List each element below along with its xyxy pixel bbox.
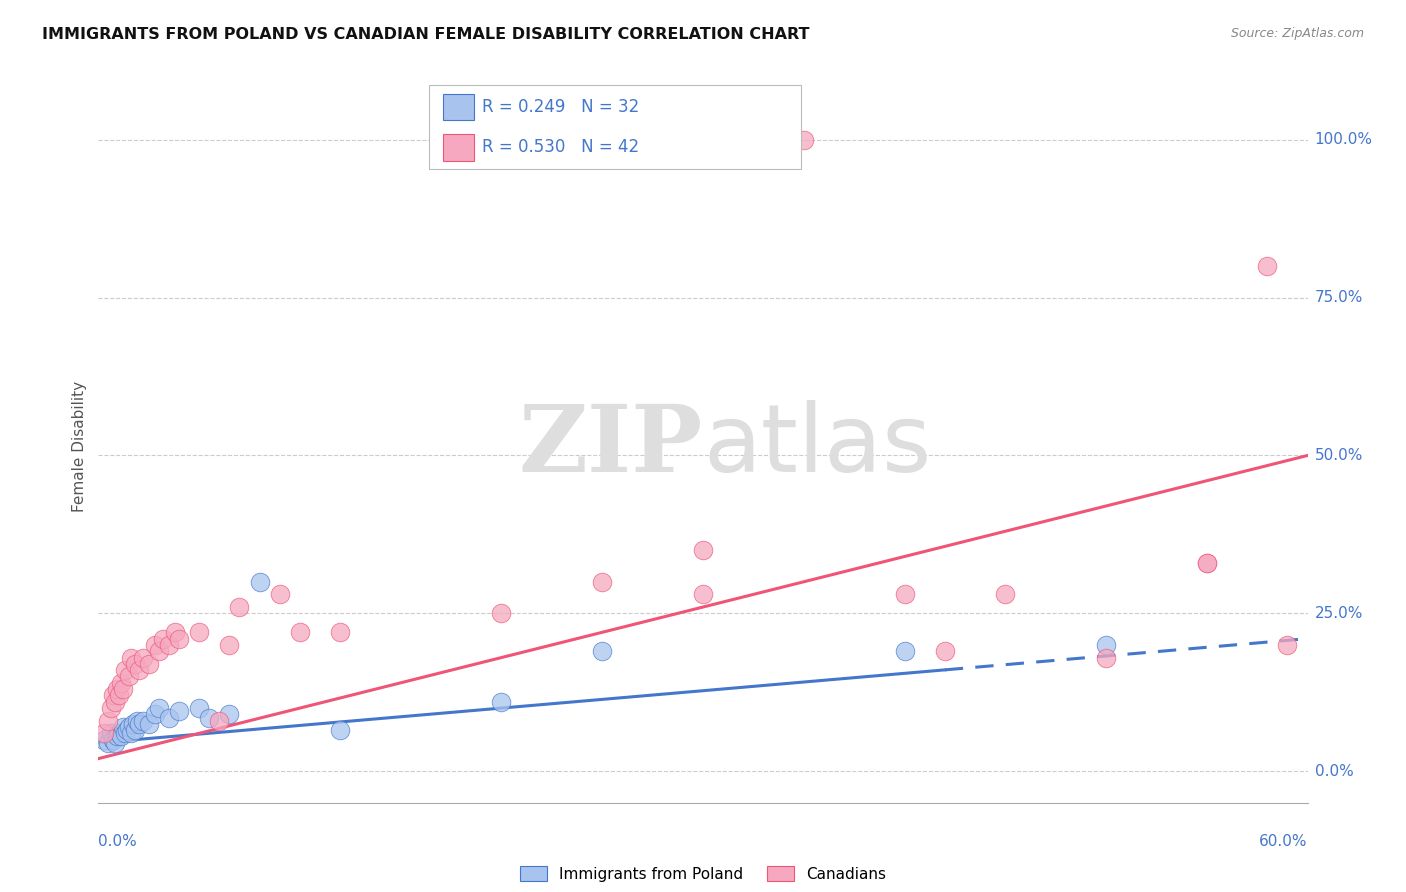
Point <box>132 714 155 728</box>
Point <box>148 644 170 658</box>
Point <box>118 720 141 734</box>
Text: IMMIGRANTS FROM POLAND VS CANADIAN FEMALE DISABILITY CORRELATION CHART: IMMIGRANTS FROM POLAND VS CANADIAN FEMAL… <box>42 27 810 42</box>
Point <box>148 701 170 715</box>
Text: ZIP: ZIP <box>519 401 703 491</box>
Point <box>188 625 211 640</box>
Point <box>138 717 160 731</box>
Point <box>97 736 120 750</box>
Point <box>591 644 613 658</box>
Point <box>124 723 146 738</box>
Point <box>249 574 271 589</box>
Point <box>329 625 352 640</box>
Point <box>138 657 160 671</box>
Text: 60.0%: 60.0% <box>1260 834 1308 849</box>
Point <box>793 133 815 147</box>
Point <box>101 732 124 747</box>
Point <box>107 689 129 703</box>
Point <box>163 625 186 640</box>
Point <box>103 736 125 750</box>
Point <box>218 707 240 722</box>
Text: 100.0%: 100.0% <box>1315 132 1372 147</box>
Point <box>114 726 136 740</box>
Text: 0.0%: 0.0% <box>1315 764 1354 779</box>
Text: atlas: atlas <box>703 400 931 492</box>
Point <box>103 695 125 709</box>
Text: 50.0%: 50.0% <box>1315 448 1362 463</box>
Point <box>167 704 190 718</box>
Y-axis label: Female Disability: Female Disability <box>72 380 87 512</box>
Point <box>228 600 250 615</box>
Point <box>1095 650 1118 665</box>
Point <box>1256 259 1278 273</box>
Point <box>329 723 352 738</box>
Point <box>1195 556 1218 570</box>
Point <box>934 644 956 658</box>
Point <box>692 543 714 558</box>
Point <box>97 714 120 728</box>
Point <box>218 638 240 652</box>
Point <box>167 632 190 646</box>
Point <box>93 726 115 740</box>
Point <box>128 663 150 677</box>
Point <box>120 726 142 740</box>
Point <box>157 638 180 652</box>
Point <box>132 650 155 665</box>
Point <box>110 730 132 744</box>
Point <box>143 638 166 652</box>
Point <box>491 607 513 621</box>
Point <box>124 657 146 671</box>
Point <box>893 587 915 601</box>
Legend: Immigrants from Poland, Canadians: Immigrants from Poland, Canadians <box>513 860 893 888</box>
Point <box>1195 556 1218 570</box>
Point <box>100 701 122 715</box>
Text: R = 0.249   N = 32: R = 0.249 N = 32 <box>482 98 640 116</box>
Point <box>120 650 142 665</box>
Point <box>105 730 128 744</box>
Text: 25.0%: 25.0% <box>1315 606 1362 621</box>
Text: Source: ZipAtlas.com: Source: ZipAtlas.com <box>1230 27 1364 40</box>
Text: R = 0.530   N = 42: R = 0.530 N = 42 <box>482 138 640 156</box>
Point <box>491 695 513 709</box>
Point <box>269 587 291 601</box>
Point <box>128 717 150 731</box>
Point <box>208 714 231 728</box>
Point <box>288 625 311 640</box>
Point <box>115 723 138 738</box>
Point <box>121 717 143 731</box>
Point <box>101 689 124 703</box>
Point <box>692 587 714 601</box>
Point <box>114 663 136 677</box>
Point <box>157 710 180 724</box>
Point <box>100 726 122 740</box>
Point <box>152 632 174 646</box>
Point <box>188 701 211 715</box>
Point <box>893 644 915 658</box>
Point <box>110 675 132 690</box>
Point <box>198 710 221 724</box>
Point <box>105 682 128 697</box>
Point <box>125 714 148 728</box>
Point <box>93 732 115 747</box>
Point <box>591 574 613 589</box>
Point <box>107 726 129 740</box>
Point <box>111 682 134 697</box>
Point <box>994 587 1017 601</box>
Point <box>1095 638 1118 652</box>
Text: 75.0%: 75.0% <box>1315 290 1362 305</box>
Point <box>118 669 141 683</box>
Point <box>111 720 134 734</box>
Text: 0.0%: 0.0% <box>98 834 138 849</box>
Point <box>1277 638 1299 652</box>
Point <box>143 707 166 722</box>
